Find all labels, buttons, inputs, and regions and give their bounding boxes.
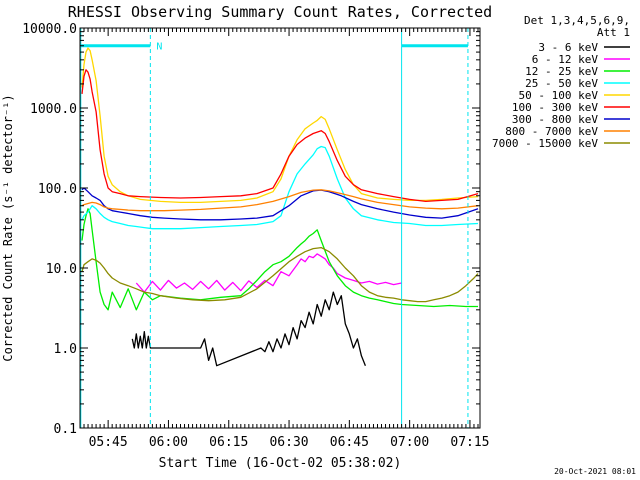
legend-label-3: 12 - 25 keV [525, 65, 598, 78]
series-line-4 [81, 145, 479, 230]
y-axis-label: Corrected Count Rate (s⁻¹ detector⁻¹) [1, 94, 15, 361]
y-tick-label-3: 10.0 [46, 262, 77, 277]
legend-label-6: 100 - 300 keV [512, 101, 598, 114]
x-axis-label: Start Time (16-Oct-02 05:38:02) [159, 456, 402, 471]
y-tick-label-2: 1.0 [54, 342, 77, 357]
y-axis: 0.1 1.0 10.0 100.0 1000.0 10000.0 [22, 22, 480, 437]
legend-header-1: Det 1,3,4,5,6,9, [524, 14, 630, 27]
legend-label-8: 800 - 7000 keV [505, 125, 598, 138]
x-tick-label-1: 05:45 [89, 435, 128, 450]
series-line-1 [131, 291, 367, 367]
legend-label-4: 25 - 50 keV [525, 77, 598, 90]
x-tick-label-7: 07:15 [450, 435, 489, 450]
series-layer [81, 47, 479, 367]
x-axis: 05:45 06:00 06:15 06:30 06:45 07:00 07:15 [79, 28, 490, 450]
legend-label-2: 6 - 12 keV [532, 53, 599, 66]
x-tick-label-3: 06:15 [209, 435, 248, 450]
overlay-layer: N [80, 28, 469, 428]
legend-label-7: 300 - 800 keV [512, 113, 598, 126]
y-tick-label-1: 0.1 [54, 422, 77, 437]
series-line-8 [81, 189, 479, 212]
legend-label-9: 7000 - 15000 keV [492, 137, 598, 150]
x-tick-label-4: 06:30 [269, 435, 308, 450]
series-line-3 [81, 208, 478, 311]
x-tick-label-6: 07:00 [390, 435, 429, 450]
series-line-6 [81, 69, 479, 203]
legend-label-1: 3 - 6 keV [538, 41, 598, 54]
plot-frame [79, 27, 481, 429]
series-line-9 [81, 246, 479, 303]
legend-label-5: 50 - 100 keV [519, 89, 599, 102]
x-tick-label-5: 06:45 [330, 435, 369, 450]
y-tick-label-4: 100.0 [38, 182, 77, 197]
y-tick-label-6: 10000.0 [22, 22, 77, 37]
x-tick-label-2: 06:00 [149, 435, 188, 450]
legend-header-2: Att 1 [597, 26, 630, 39]
series-line-5 [81, 47, 479, 204]
annotation-1: N [156, 42, 162, 53]
y-tick-label-5: 1000.0 [30, 102, 77, 117]
series-line-2 [135, 253, 402, 293]
chart-title: RHESSI Observing Summary Count Rates, Co… [68, 3, 492, 21]
series-line-7 [81, 187, 479, 221]
footer-timestamp: 20-Oct-2021 08:01 [554, 467, 636, 476]
